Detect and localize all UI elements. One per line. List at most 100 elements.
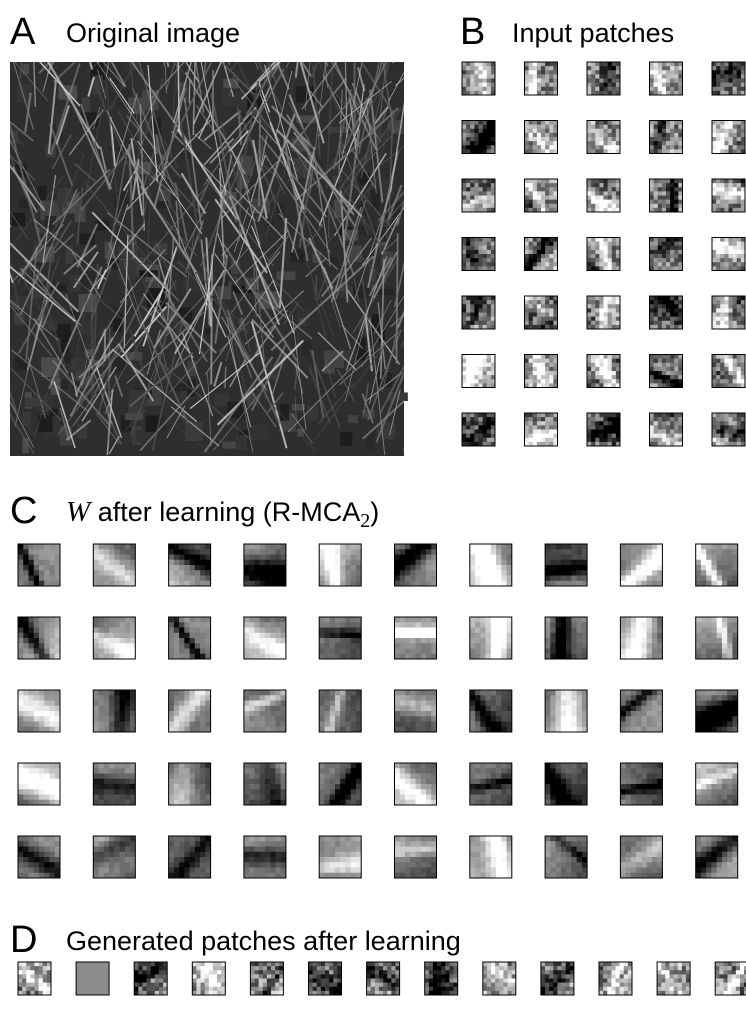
patch-pixel — [729, 133, 733, 137]
patch-pixel — [533, 363, 537, 367]
patch — [319, 617, 361, 659]
patch-pixel — [479, 179, 483, 183]
patch-pixel — [205, 628, 211, 634]
patch-pixel — [483, 66, 487, 70]
patch-pixel — [533, 137, 537, 141]
patch-pixel — [114, 649, 120, 655]
patch-pixel — [654, 183, 658, 187]
patch-pixel — [658, 204, 662, 208]
patch-pixel — [23, 628, 29, 634]
patch-pixel — [426, 654, 432, 660]
patch-pixel — [720, 187, 724, 191]
patch-pixel — [737, 246, 741, 250]
patch-pixel — [395, 727, 401, 733]
patch-pixel — [712, 79, 716, 83]
patch-pixel — [608, 129, 612, 133]
patch-pixel — [654, 200, 658, 204]
patch-pixel — [462, 133, 466, 137]
patch-pixel — [507, 695, 513, 701]
patch-pixel — [525, 133, 529, 137]
patch-pixel — [654, 145, 658, 149]
patch-pixel — [244, 727, 250, 733]
patch-pixel — [737, 125, 741, 129]
patch-pixel — [270, 643, 276, 649]
patch-pixel — [356, 576, 362, 582]
patch-pixel — [270, 690, 276, 696]
patch-pixel — [650, 254, 654, 258]
patch-pixel — [470, 581, 476, 587]
patch-pixel — [487, 355, 491, 359]
patch-pixel — [340, 555, 346, 561]
patch-pixel — [658, 434, 662, 438]
patch-pixel — [612, 137, 616, 141]
patch-pixel — [470, 716, 476, 722]
patch-pixel — [470, 200, 474, 204]
patch-pixel — [426, 576, 432, 582]
patch-pixel — [712, 417, 716, 421]
patch-pixel — [496, 695, 502, 701]
patch-pixel — [525, 125, 529, 129]
patch-pixel — [666, 371, 670, 375]
patch-pixel — [550, 706, 556, 712]
patch-pixel — [662, 300, 666, 304]
patch-pixel — [486, 643, 492, 649]
patch-pixel — [591, 367, 595, 371]
patch-pixel — [620, 654, 626, 660]
patch-pixel — [711, 570, 717, 576]
patch-pixel — [281, 622, 287, 628]
patch-pixel — [591, 242, 595, 246]
patch-pixel — [529, 300, 533, 304]
patch-pixel — [114, 549, 120, 555]
patch-pixel — [491, 565, 497, 571]
patch-pixel — [416, 617, 422, 623]
patch-pixel — [462, 379, 466, 383]
patch-pixel — [537, 200, 541, 204]
patch-pixel — [179, 638, 185, 644]
patch-pixel — [18, 654, 24, 660]
patch-pixel — [410, 633, 416, 639]
patch-pixel — [39, 722, 45, 728]
patch-pixel — [720, 79, 724, 83]
patch-pixel — [114, 711, 120, 717]
patch-pixel — [591, 355, 595, 359]
patch-pixel — [491, 560, 497, 566]
patch-pixel — [541, 417, 545, 421]
patch-pixel — [44, 695, 50, 701]
patch-pixel — [650, 258, 654, 262]
patch-pixel — [34, 638, 40, 644]
patch-pixel — [662, 187, 666, 191]
patch-pixel — [462, 254, 466, 258]
patch-pixel — [104, 638, 110, 644]
patch-pixel — [466, 125, 470, 129]
patch-pixel — [706, 649, 712, 655]
patch-pixel — [200, 565, 206, 571]
patch-pixel — [195, 716, 201, 722]
patch-pixel — [195, 617, 201, 623]
patch — [462, 413, 495, 446]
patch-pixel — [650, 417, 654, 421]
patch-pixel — [647, 695, 653, 701]
patch-pixel — [190, 565, 196, 571]
patch-pixel — [487, 313, 491, 317]
patch-pixel — [591, 308, 595, 312]
patch-pixel — [529, 296, 533, 300]
patch-pixel — [114, 555, 120, 561]
patch-pixel — [470, 359, 474, 363]
patch-pixel — [55, 581, 61, 587]
patch-pixel — [395, 560, 401, 566]
patch-pixel — [717, 565, 723, 571]
patch-pixel — [674, 313, 678, 317]
patch-pixel — [720, 204, 724, 208]
patch-pixel — [529, 187, 533, 191]
patch-pixel — [29, 649, 35, 655]
patch-pixel — [612, 321, 616, 325]
patch-pixel — [120, 638, 126, 644]
patch-pixel — [604, 183, 608, 187]
patch-pixel — [507, 622, 513, 628]
patch-pixel — [591, 191, 595, 195]
patch-pixel — [591, 254, 595, 258]
patch-pixel — [410, 722, 416, 728]
patch-pixel — [732, 649, 738, 655]
patch-pixel — [466, 83, 470, 87]
patch-pixel — [125, 633, 131, 639]
